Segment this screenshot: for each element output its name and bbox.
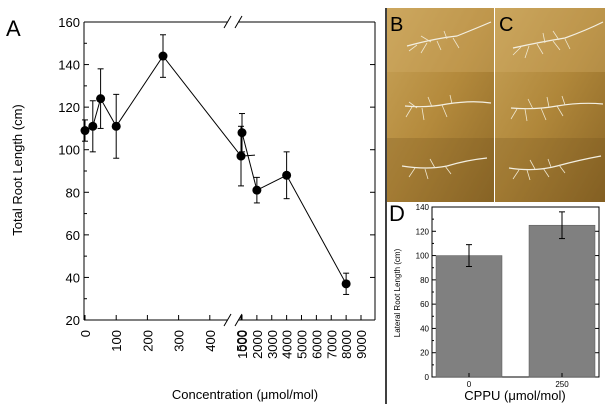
chart-d-ytick-label: 80 <box>420 276 429 285</box>
root-photo-c <box>495 8 605 202</box>
chart-a-xtick-label: 200 <box>140 330 155 352</box>
chart-a-ytick-label: 80 <box>66 185 80 200</box>
chart-d-xtick-label: 0 <box>467 380 472 389</box>
chart-d-ytick-label: 120 <box>416 227 430 236</box>
chart-d-ytick-label: 60 <box>420 300 429 309</box>
chart-a-xtick-label: 6000 <box>309 330 324 359</box>
chart-a-ytick-label: 160 <box>58 15 80 30</box>
photo-panel-c: C <box>495 8 605 202</box>
chart-a-xtick-label: 4000 <box>280 330 295 359</box>
chart-a-data-point <box>237 128 247 138</box>
panel-label-c: C <box>499 14 514 36</box>
chart-a-data-point <box>252 185 262 195</box>
chart-a-xtick-label: 2000 <box>250 330 265 359</box>
chart-d-xlabel: CPPU (μmol/mol) <box>464 388 565 403</box>
chart-d-ytick-label: 100 <box>416 252 430 261</box>
chart-a-xtick-label: 500 <box>234 330 249 352</box>
chart-a-ytick-label: 100 <box>58 143 80 158</box>
chart-a-xtick-label: 0 <box>78 330 93 337</box>
panel-label-d: D <box>389 201 405 226</box>
root-photo-b <box>387 8 494 202</box>
chart-d-ytick-label: 20 <box>420 349 429 358</box>
photo-panel-b: B <box>387 8 494 202</box>
chart-a-data-point <box>80 126 90 136</box>
chart-a-xtick-label: 1000 <box>235 330 250 359</box>
chart-a-break-mark <box>223 313 232 327</box>
chart-d-ytick-label: 40 <box>420 324 429 333</box>
chart-d: 0 20 40 60 80 100 120 140 0 250 <box>416 203 600 389</box>
chart-a-data-point <box>88 121 98 131</box>
chart-d-xtick-label: 250 <box>555 380 569 389</box>
chart-d-ytick-label: 140 <box>416 203 430 212</box>
chart-a-ytick-label: 120 <box>58 100 80 115</box>
panel-label-a: A <box>6 16 21 41</box>
chart-a-data-point <box>96 94 106 104</box>
chart-d-bar <box>435 255 503 378</box>
chart-a-series-line <box>241 132 347 285</box>
chart-a: 20 40 60 80 100 120 140 160 0 100 200 300 400 5001000… <box>58 15 376 359</box>
chart-a-xtick-label: 9000 <box>354 330 369 359</box>
chart-a-ytick-label: 20 <box>66 313 80 328</box>
chart-a-ylabel: Total Root Length (cm) <box>10 104 25 236</box>
chart-a-ytick-label: 60 <box>66 228 80 243</box>
panel-label-b: B <box>390 14 404 36</box>
chart-a-xlabel: Concentration (μmol/mol) <box>172 387 318 402</box>
chart-a-xtick-label: 8000 <box>339 330 354 359</box>
chart-a-xtick-label: 3000 <box>265 330 280 359</box>
chart-a-xtick-label: 5000 <box>295 330 310 359</box>
chart-a-break-tail <box>240 154 256 157</box>
chart-a-data-point <box>341 279 351 289</box>
chart-a-xtick-label: 300 <box>172 330 187 352</box>
chart-a-break-mark <box>223 15 232 29</box>
chart-a-xtick-label: 400 <box>203 330 218 352</box>
chart-a-data-point <box>158 51 168 61</box>
chart-a-xtick-label: 7000 <box>324 330 339 359</box>
chart-a-ytick-label: 140 <box>58 58 80 73</box>
chart-a-data-point <box>111 121 121 131</box>
chart-a-break-mark <box>234 15 243 29</box>
chart-a-xtick-label: 100 <box>109 330 124 352</box>
chart-d-ytick-label: 0 <box>425 373 430 382</box>
chart-a-data-point <box>282 170 292 180</box>
chart-d-bar <box>528 224 596 378</box>
chart-a-ytick-label: 40 <box>66 270 80 285</box>
chart-d-ylabel: Lateral Root Length (cm) <box>393 248 402 337</box>
